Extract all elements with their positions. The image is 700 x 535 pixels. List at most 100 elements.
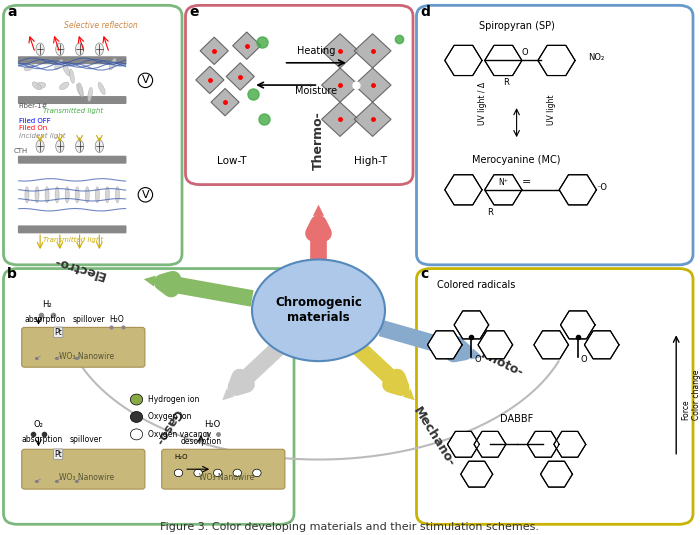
Text: a: a [7, 5, 17, 19]
Ellipse shape [55, 59, 63, 70]
Text: Incident light: Incident light [19, 133, 65, 139]
Ellipse shape [45, 187, 49, 203]
Text: Oxygen vacancy: Oxygen vacancy [148, 430, 211, 439]
Text: Gaso-: Gaso- [152, 406, 184, 447]
Text: Filed On: Filed On [19, 125, 47, 131]
Ellipse shape [105, 187, 109, 203]
Text: Spiropyran (SP): Spiropyran (SP) [479, 21, 554, 30]
Polygon shape [461, 461, 493, 487]
FancyBboxPatch shape [18, 156, 127, 164]
Text: V: V [141, 75, 149, 86]
Circle shape [76, 43, 84, 56]
Ellipse shape [76, 84, 83, 97]
Text: e⁻: e⁻ [55, 479, 62, 484]
Circle shape [174, 469, 183, 477]
Polygon shape [554, 431, 586, 457]
Ellipse shape [116, 187, 120, 203]
Text: H₂O: H₂O [109, 316, 125, 324]
Polygon shape [354, 68, 391, 102]
Text: e: e [189, 5, 199, 19]
Text: O: O [474, 355, 481, 364]
Circle shape [56, 140, 64, 152]
Polygon shape [447, 431, 480, 457]
Text: d: d [420, 5, 430, 19]
Text: Heating: Heating [297, 46, 335, 56]
Polygon shape [321, 102, 358, 136]
Text: =: = [522, 177, 531, 187]
Text: H₂O: H₂O [204, 420, 220, 429]
Text: Force
Color change: Force Color change [682, 369, 700, 420]
Text: Merocyanine (MC): Merocyanine (MC) [473, 155, 561, 165]
Polygon shape [478, 331, 512, 359]
Text: O: O [522, 49, 528, 57]
Text: Chromogenic
materials: Chromogenic materials [275, 296, 362, 324]
FancyBboxPatch shape [18, 225, 127, 233]
Text: ⁻O: ⁻O [596, 183, 608, 192]
Text: V: V [141, 190, 149, 200]
Text: Fiber-1#: Fiber-1# [19, 103, 48, 109]
Text: b: b [7, 268, 17, 281]
Polygon shape [354, 102, 391, 136]
Text: N⁺: N⁺ [498, 178, 508, 187]
Ellipse shape [65, 187, 69, 203]
Text: O: O [580, 355, 587, 364]
Text: R: R [487, 208, 493, 217]
Text: NO₂: NO₂ [589, 54, 605, 63]
Text: Moisture: Moisture [295, 86, 337, 96]
Text: Oxygen ion: Oxygen ion [148, 412, 191, 422]
Text: Mechano-: Mechano- [411, 404, 458, 469]
Ellipse shape [55, 187, 60, 203]
Polygon shape [561, 311, 595, 339]
Circle shape [56, 43, 64, 56]
Text: desorption: desorption [181, 437, 221, 446]
Ellipse shape [36, 82, 46, 89]
Polygon shape [232, 32, 261, 59]
Circle shape [36, 140, 44, 152]
Text: Hydrogen ion: Hydrogen ion [148, 395, 199, 404]
Text: Colored radicals: Colored radicals [437, 280, 515, 290]
Polygon shape [559, 175, 596, 205]
Polygon shape [444, 45, 482, 75]
Text: e⁻: e⁻ [35, 356, 42, 361]
Polygon shape [444, 175, 482, 205]
Text: CTH: CTH [14, 148, 28, 154]
Circle shape [76, 140, 84, 152]
Polygon shape [354, 34, 391, 68]
Text: H₂O: H₂O [174, 454, 188, 460]
Ellipse shape [88, 87, 92, 102]
Text: UV light / Δ: UV light / Δ [477, 81, 486, 125]
Text: Filed OFF: Filed OFF [19, 118, 50, 124]
Polygon shape [196, 66, 224, 94]
Polygon shape [428, 331, 462, 359]
Circle shape [214, 469, 222, 477]
Text: DABBF: DABBF [500, 415, 533, 424]
Text: R: R [503, 78, 509, 87]
Text: c: c [420, 268, 428, 281]
Circle shape [253, 469, 261, 477]
Text: e⁻: e⁻ [55, 356, 62, 361]
FancyBboxPatch shape [22, 327, 145, 367]
Text: Low-T: Low-T [217, 156, 246, 165]
Circle shape [252, 259, 385, 361]
Ellipse shape [75, 187, 79, 203]
FancyBboxPatch shape [18, 96, 127, 104]
Text: O₂: O₂ [34, 420, 43, 429]
Text: spillover: spillover [69, 435, 102, 444]
Text: absorption: absorption [22, 435, 63, 444]
Ellipse shape [69, 69, 74, 83]
Text: High-T: High-T [354, 156, 387, 165]
Text: Pt: Pt [54, 328, 62, 337]
Circle shape [194, 469, 202, 477]
Ellipse shape [63, 64, 70, 76]
Text: e⁻: e⁻ [74, 356, 81, 361]
Text: Transmitted light: Transmitted light [43, 108, 103, 114]
Text: absorption: absorption [25, 316, 66, 324]
Ellipse shape [78, 83, 83, 97]
Text: Selective reflection: Selective reflection [64, 21, 138, 29]
Text: WO₃ Nanowire: WO₃ Nanowire [199, 473, 253, 483]
Text: Figure 3. Color developing materials and their stimulation schemes.: Figure 3. Color developing materials and… [160, 522, 540, 532]
Polygon shape [321, 34, 358, 68]
Ellipse shape [109, 58, 116, 70]
FancyBboxPatch shape [22, 449, 145, 489]
Text: WO₃ Nanowire: WO₃ Nanowire [59, 473, 113, 483]
